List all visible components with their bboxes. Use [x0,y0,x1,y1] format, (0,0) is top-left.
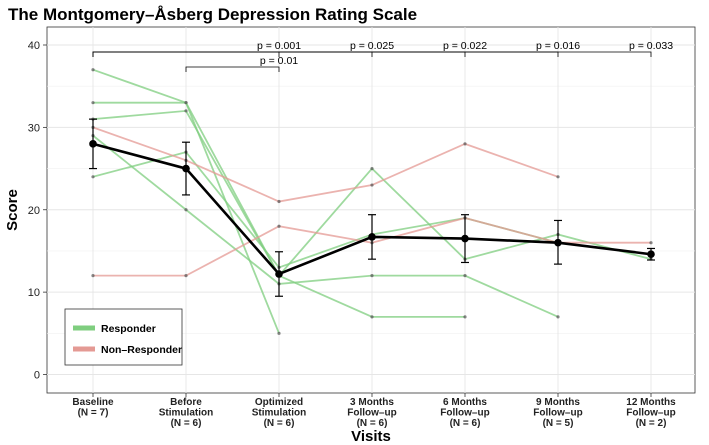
x-tick-label-line: (N = 5) [543,418,574,429]
p-value-label: p = 0.033 [629,40,673,52]
mean-point [554,238,562,247]
mean-point [368,233,376,241]
x-tick-label-line: Follow–up [440,408,489,419]
patient-line-non_responder [92,126,559,203]
p-value-label: p = 0.01 [260,55,298,67]
x-tick-label-line: 3 Months [350,397,394,408]
mean-point [647,250,655,259]
patient-point [184,109,188,113]
y-tick-label: 20 [28,205,40,217]
x-axis-title: Visits [351,428,391,445]
patient-point [649,241,653,245]
mean-series [89,118,655,297]
x-tick-label-line: Stimulation [159,408,213,419]
y-tick-label: 40 [28,40,40,52]
x-tick-label: Optimized Stimulation (N = 6) [252,397,306,429]
legend-label: Responder [101,323,156,335]
patient-point [277,331,281,335]
mean-point [182,164,190,173]
x-tick-label-line: 9 Months [536,397,580,408]
x-tick-label-line: (N = 7) [78,408,109,419]
x-tick-label: 12 Months Follow–up (N = 2) [626,397,676,429]
patient-point [370,183,374,187]
patient-point [91,68,95,72]
y-tick-label: 0 [34,370,40,382]
x-tick-label-line: Baseline [72,397,114,408]
x-tick-label-line: (N = 6) [357,418,388,429]
y-axis: 0 10 20 30 40 [28,40,47,382]
legend: Responder Non–Responder [64,308,183,366]
patient-point [91,175,95,179]
legend-label: Non–Responder [101,344,182,356]
x-tick-label-line: Before [170,397,202,408]
patient-point [277,199,281,204]
x-tick-label-line: Follow–up [533,408,582,419]
x-tick-label: 9 Months Follow–up (N = 5) [533,397,582,429]
x-tick-label-line: Stimulation [252,408,306,419]
x-tick-label-line: (N = 2) [636,418,667,429]
x-tick-label-line: 6 Months [443,397,487,408]
significance-bracket [92,51,652,57]
x-tick-label-line: Follow–up [626,408,675,419]
patient-point [463,315,467,319]
grid [47,27,695,393]
patient-point [370,166,374,171]
x-tick-label-line: (N = 6) [171,418,202,429]
patient-point [91,101,95,105]
significance-brackets: p = 0.01 p = 0.001 p = 0.025 p = 0.022 p = 0… [92,40,673,72]
p-value-label: p = 0.025 [350,40,394,52]
x-tick-label: 6 Months Follow–up (N = 6) [440,397,489,429]
x-tick-label: 3 Months Follow–up (N = 6) [347,397,396,429]
mean-point [89,140,97,148]
x-tick-label-line: (N = 6) [264,418,295,429]
patient-point [463,142,467,146]
patient-point [556,315,560,319]
x-tick-label-line: Follow–up [347,408,396,419]
patient-point [277,224,281,228]
mean-point [461,234,469,243]
patient-point [91,274,95,278]
patient-point [370,274,374,278]
x-axis: Baseline (N = 7)Before Stimulation (N = 6)O… [72,393,676,429]
patient-point [184,208,188,212]
p-value-label: p = 0.016 [536,40,580,52]
x-tick-label: Baseline (N = 7) [72,397,114,419]
x-tick-label-line: (N = 6) [450,418,481,429]
mean-point [275,270,283,278]
patient-line-responder [92,134,559,318]
x-tick-label: Before Stimulation (N = 6) [159,397,213,429]
y-tick-label: 30 [28,122,40,134]
significance-bracket [185,66,280,72]
patient-point [556,175,560,179]
y-axis-title: Score [4,189,21,231]
p-value-label: p = 0.022 [443,40,487,52]
patient-point [463,274,467,278]
x-tick-label-line: 12 Months [626,397,676,408]
y-tick-label: 10 [28,287,40,299]
patient-point [184,274,188,278]
patient-point [370,315,374,319]
chart-title: The Montgomery–Åsberg Depression Rating … [8,5,417,24]
legend-box [64,308,183,366]
x-tick-label-line: Optimized [255,397,303,408]
p-value-label: p = 0.001 [257,40,301,52]
patient-point [184,101,188,105]
